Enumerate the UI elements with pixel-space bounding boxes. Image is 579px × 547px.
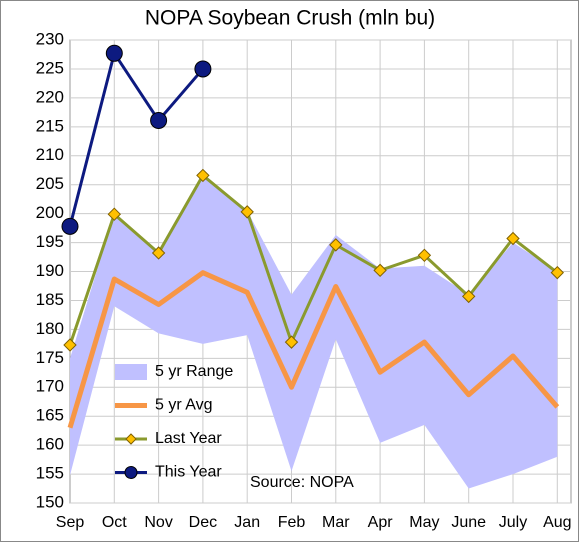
legend-label: This Year [155, 464, 222, 481]
y-tick-label: 195 [36, 232, 64, 251]
x-tick-label: Oct [102, 514, 127, 531]
x-tick-label: Apr [368, 514, 394, 531]
y-tick-label: 150 [36, 492, 64, 511]
series-line [68, 51, 205, 227]
y-tick-label: 205 [36, 174, 64, 193]
y-tick-label: 175 [36, 348, 64, 367]
x-tick-label: June [451, 514, 486, 531]
y-tick-label: 160 [36, 435, 64, 454]
point [240, 205, 254, 219]
point [417, 248, 432, 263]
x-tick-label: July [499, 514, 527, 531]
y-tick-label: 155 [36, 464, 64, 483]
legend-label: Last Year [155, 430, 222, 447]
point [373, 263, 387, 278]
x-tick-label: Jan [234, 514, 260, 531]
x-tick-label: Feb [278, 514, 306, 531]
x-tick-label: Sep [56, 514, 85, 531]
y-tick-label: 200 [36, 203, 64, 222]
y-tick-label: 225 [36, 58, 64, 77]
point [150, 111, 168, 129]
y-tick-label: 215 [36, 116, 64, 135]
point [151, 246, 166, 260]
point [461, 289, 476, 304]
legend-label: 5 yr Range [155, 363, 233, 380]
x-tick-label: Nov [144, 514, 172, 531]
y-tick-label: 185 [36, 290, 64, 309]
point [550, 265, 565, 280]
legend-label: 5 yr Avg [155, 397, 213, 414]
legend-marker [124, 466, 138, 479]
point [196, 168, 210, 183]
x-tick-label: Mar [322, 514, 350, 531]
y-tick-label: 220 [36, 87, 64, 106]
point [105, 44, 123, 62]
y-tick-label: 180 [36, 319, 64, 338]
point [61, 217, 79, 235]
y-tick-label: 210 [36, 145, 64, 164]
x-tick-label: Dec [189, 514, 217, 531]
point [506, 231, 520, 246]
y-tick-label: 190 [36, 261, 64, 280]
series-line [67, 270, 560, 429]
source-note: Source: NOPA [250, 474, 354, 491]
y-tick-label: 170 [36, 377, 64, 396]
point [284, 335, 299, 349]
series-line [68, 173, 559, 346]
point [63, 338, 77, 352]
point [107, 207, 122, 221]
legend-marker [125, 433, 137, 445]
point [329, 238, 343, 252]
x-tick-label: May [409, 514, 439, 531]
y-tick-label: 165 [36, 406, 64, 425]
legend-swatch [115, 364, 147, 380]
y-tick-label: 230 [36, 29, 64, 48]
x-tick-label: Aug [543, 514, 571, 531]
point [194, 60, 212, 78]
chart-title: NOPA Soybean Crush (mln bu) [145, 7, 435, 30]
